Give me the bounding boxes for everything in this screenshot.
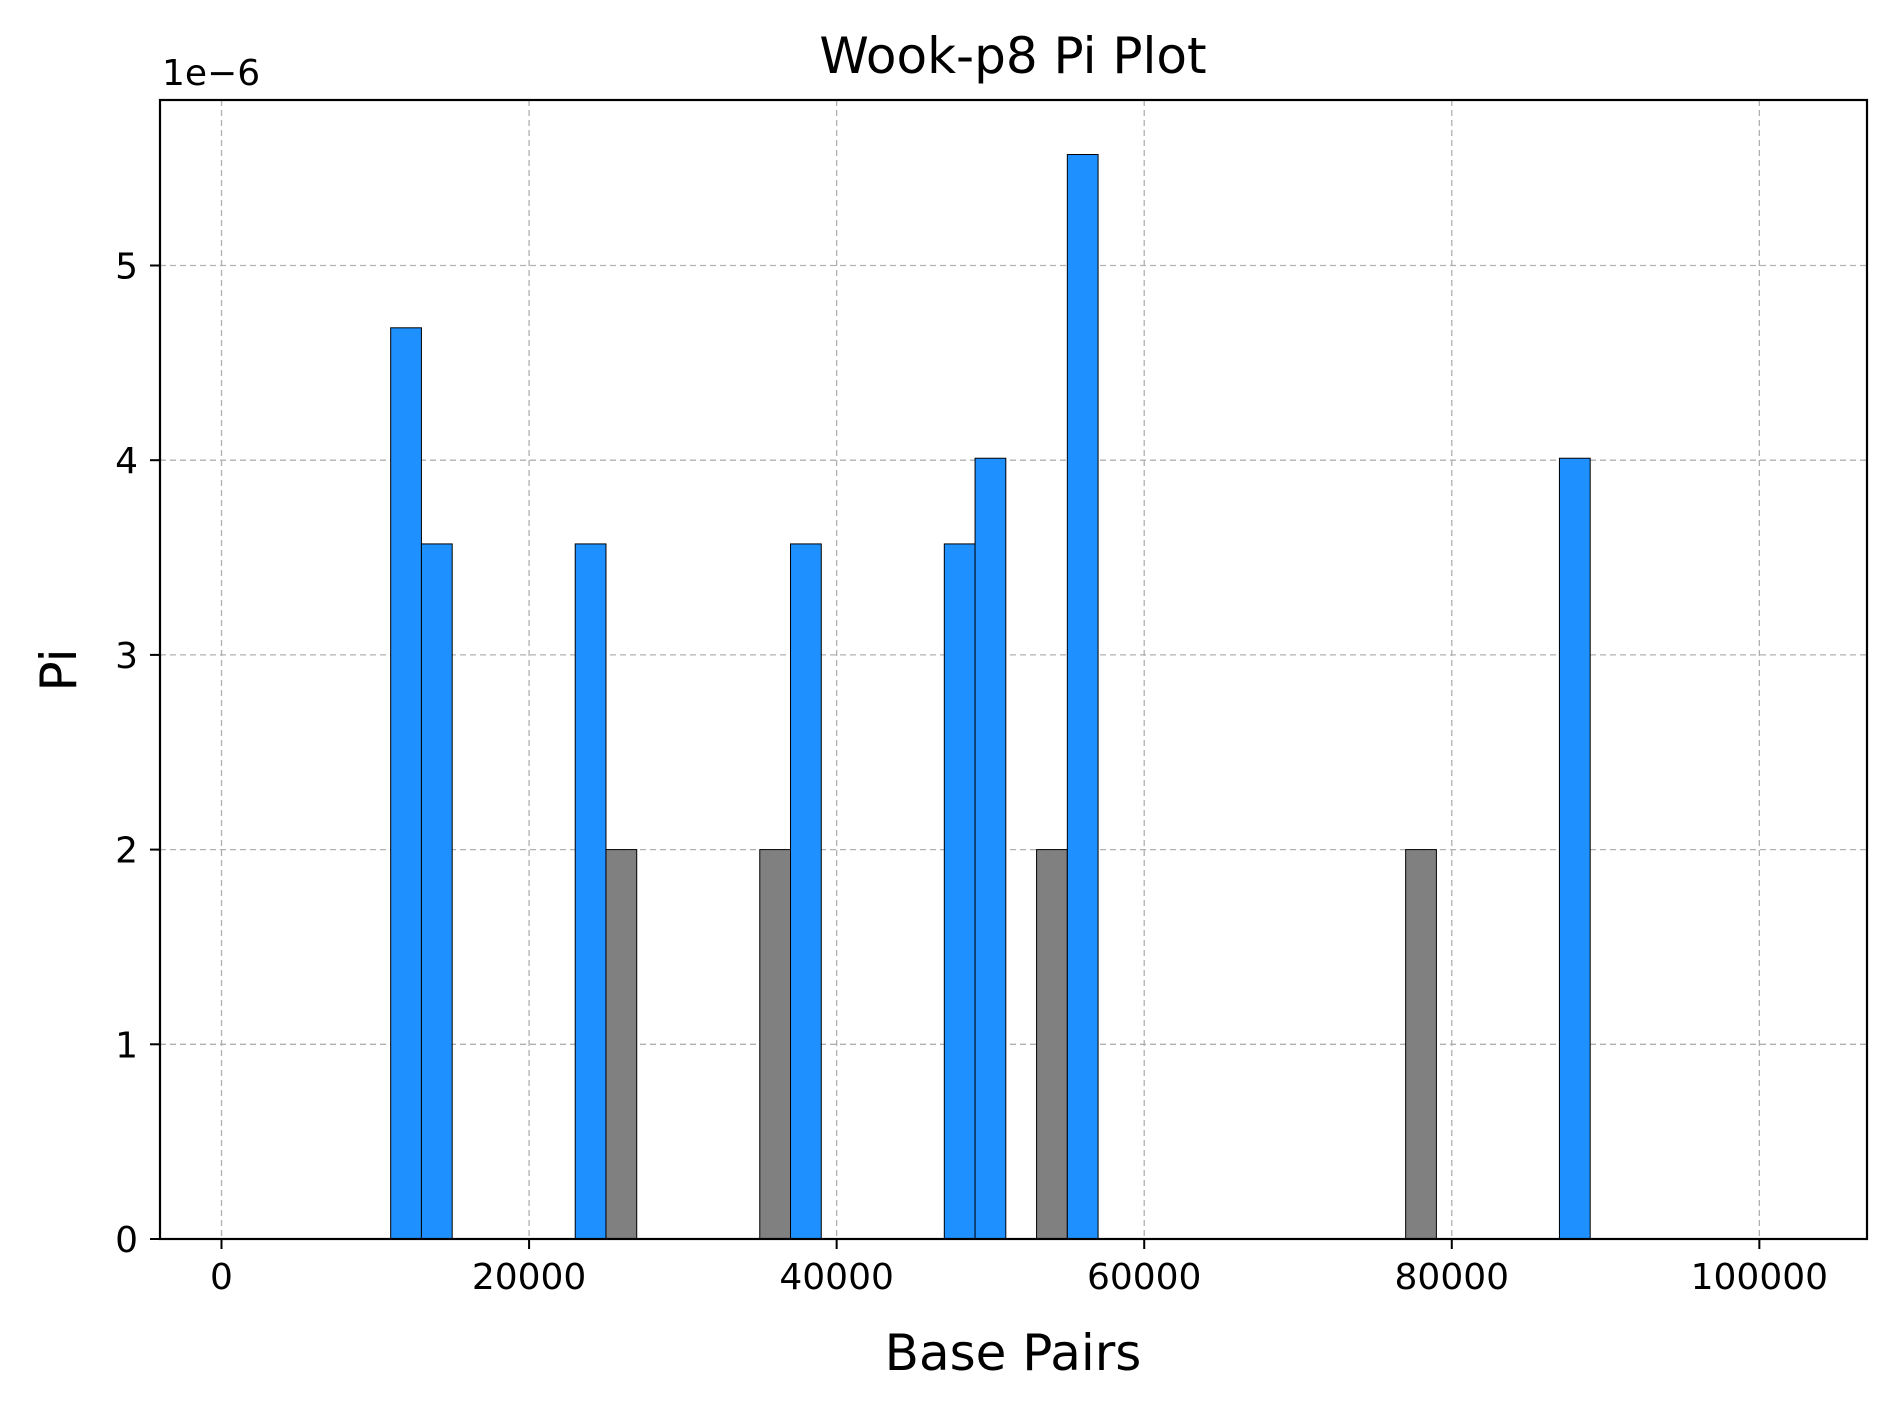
y-tick-label: 1: [115, 1025, 138, 1066]
x-axis-label: Base Pairs: [885, 1324, 1142, 1382]
bar-blue-7: [974, 457, 1007, 1240]
y-tick-label: 0: [115, 1220, 138, 1261]
x-tick-label: 40000: [779, 1257, 894, 1298]
x-tick-label: 80000: [1395, 1257, 1510, 1298]
x-tick-label: 60000: [1087, 1257, 1202, 1298]
bar-blue-5: [790, 543, 822, 1240]
y-tick-label: 5: [115, 246, 138, 287]
y-tick-label: 3: [115, 636, 138, 677]
x-tick-label: 0: [210, 1257, 233, 1298]
bar-blue-6: [943, 543, 976, 1240]
bar-gray-10: [1405, 849, 1437, 1240]
x-tick-label: 20000: [472, 1257, 587, 1298]
y-axis-label: Pi: [30, 649, 88, 692]
bar-blue-2: [574, 543, 607, 1240]
y-tick-label: 2: [115, 831, 138, 872]
chart-title: Wook-p8 Pi Plot: [819, 27, 1206, 85]
bar-gray-3: [605, 849, 638, 1240]
bar-blue-11: [1558, 457, 1591, 1240]
plot-frame: [158, 98, 1869, 1241]
x-tick-label: 100000: [1691, 1257, 1828, 1298]
bar-blue-0: [390, 327, 422, 1240]
bar-blue-9: [1066, 154, 1099, 1240]
bar-blue-1: [420, 543, 453, 1240]
tick-layer: 0 20000 40000 60000 80000 100000 0 1 2 3 4 5: [115, 246, 1828, 1298]
y-offset-label: 1e−6: [162, 53, 260, 94]
bar-gray-4: [759, 849, 792, 1240]
bar-gray-8: [1036, 849, 1068, 1240]
bar-layer: [390, 154, 1591, 1240]
y-tick-label: 4: [115, 441, 138, 482]
